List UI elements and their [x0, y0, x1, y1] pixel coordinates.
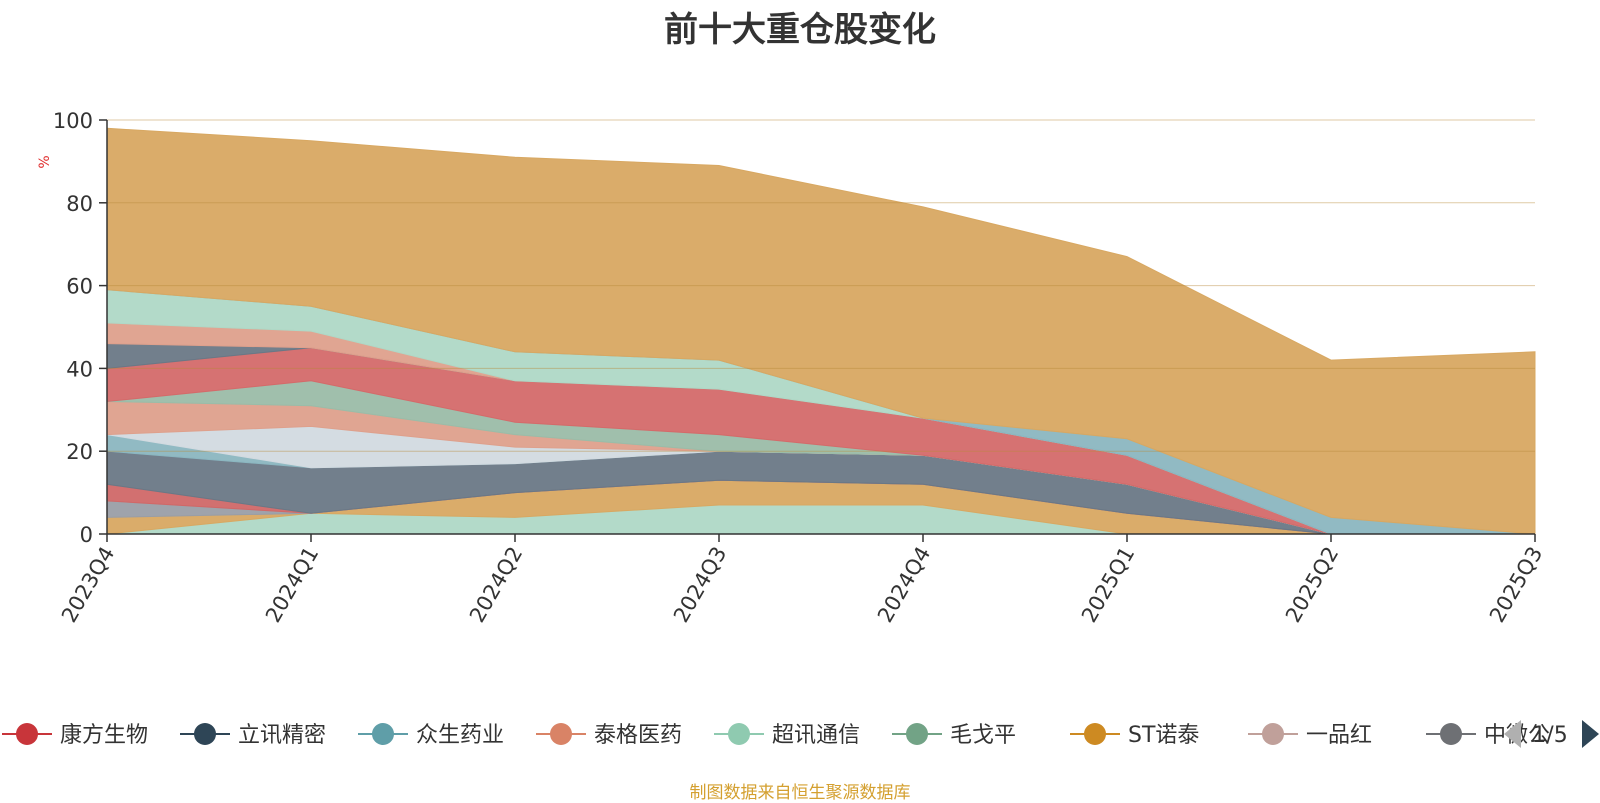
legend-label: 康方生物 — [60, 723, 148, 748]
legend-item[interactable]: 一品红 — [1248, 723, 1372, 748]
legend-marker-icon — [906, 723, 928, 745]
y-tick-label: 80 — [66, 192, 93, 216]
legend-label: ST诺泰 — [1128, 723, 1199, 748]
y-tick-label: 20 — [66, 440, 93, 464]
grid-lines — [107, 119, 1535, 452]
y-tick-label: 40 — [66, 357, 93, 381]
x-tick-label: 2024Q2 — [465, 543, 527, 627]
y-tick-label: 0 — [80, 523, 93, 547]
legend-marker-icon — [728, 723, 750, 745]
x-tick-label: 2024Q1 — [261, 543, 323, 627]
y-tick-label: 100 — [53, 109, 93, 133]
legend-marker-icon — [1440, 723, 1462, 745]
source-footer: 制图数据来自恒生聚源数据库 — [689, 783, 911, 803]
legend-marker-icon — [372, 723, 394, 745]
legend-item[interactable]: 毛戈平 — [892, 723, 1016, 748]
x-tick-label: 2025Q2 — [1281, 543, 1343, 627]
legend-marker-icon — [16, 723, 38, 745]
legend-marker-icon — [1084, 723, 1106, 745]
x-tick-label: 2024Q3 — [669, 543, 731, 627]
legend-label: 泰格医药 — [594, 723, 682, 748]
legend-prev-page-icon[interactable] — [1504, 720, 1521, 748]
y-axis-unit: % — [37, 155, 53, 168]
legend-label: 毛戈平 — [950, 723, 1016, 748]
legend-label: 众生药业 — [416, 723, 504, 748]
legend-item[interactable]: 众生药业 — [358, 723, 504, 748]
legend-label: 超讯通信 — [772, 723, 860, 748]
legend-label: 立讯精密 — [238, 723, 326, 748]
legend-item[interactable]: 立讯精密 — [180, 723, 326, 748]
legend-next-page-icon[interactable] — [1582, 720, 1599, 748]
legend-page-indicator: 1/5 — [1532, 723, 1567, 748]
legend-marker-icon — [1262, 723, 1284, 745]
legend-item[interactable]: 泰格医药 — [536, 723, 682, 748]
x-tick-label: 2023Q4 — [57, 543, 119, 627]
legend-marker-icon — [550, 723, 572, 745]
legend-item[interactable]: 康方生物 — [2, 723, 148, 748]
x-tick-label: 2025Q3 — [1485, 543, 1547, 627]
chart-title: 前十大重仓股变化 — [664, 10, 936, 50]
x-tick-label: 2025Q1 — [1077, 543, 1139, 627]
x-tick-label: 2024Q4 — [873, 543, 935, 627]
y-tick-label: 60 — [66, 275, 93, 299]
legend-item[interactable]: 超讯通信 — [714, 723, 860, 748]
legend-marker-icon — [194, 723, 216, 745]
legend: 康方生物立讯精密众生药业泰格医药超讯通信毛戈平ST诺泰一品红中微公1/5 — [2, 720, 1599, 748]
legend-item[interactable]: ST诺泰 — [1070, 723, 1199, 748]
area-layers — [106, 127, 1536, 535]
legend-label: 一品红 — [1306, 723, 1372, 748]
